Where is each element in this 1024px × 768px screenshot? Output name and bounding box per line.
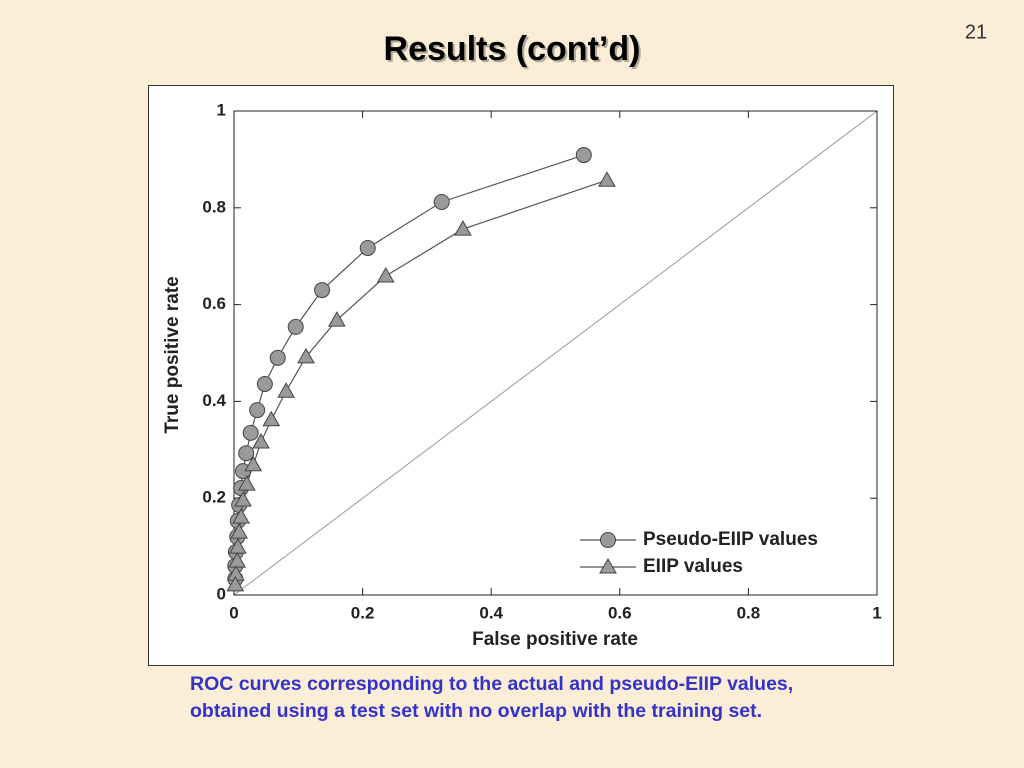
triangle-marker [262,410,281,427]
x-tick-label: 0.2 [351,603,375,622]
triangle-marker [277,382,295,398]
circle-marker [314,282,331,299]
triangle-marker [232,508,250,524]
triangle-marker [252,433,270,449]
circle-marker [238,445,255,462]
plot-frame [233,110,878,596]
y-tick-label: 0 [217,584,226,603]
circle-marker [256,375,273,392]
triangle-marker [226,575,245,592]
reference-diagonal [233,110,878,596]
triangle-marker [234,491,252,507]
circle-marker [287,318,304,335]
y-tick-label: 0.6 [202,294,226,313]
x-tick-label: 0 [229,603,238,622]
caption: ROC curves corresponding to the actual a… [190,673,794,722]
legend-marker [599,557,617,574]
chart-title-shadow: Results (cont’d) [386,32,643,70]
circle-marker [433,193,450,210]
legend-label: Pseudo-EIIP values [643,529,818,550]
triangle-marker [297,347,315,364]
legend-marker [600,532,616,548]
x-tick-label: 0.8 [737,603,761,622]
triangle-marker [228,538,247,554]
triangle-marker [598,171,616,187]
legend-label: EIIP values [643,556,743,577]
page-number: 21 [965,21,987,43]
triangle-marker [454,220,472,236]
triangle-marker [244,455,263,472]
circle-marker [575,147,592,164]
chart-title: Results (cont’d) [384,30,641,68]
x-tick-label: 0.4 [479,603,503,622]
triangle-marker [328,311,346,327]
circle-marker [269,349,286,366]
y-tick-label: 0.8 [202,197,226,216]
triangle-marker [237,475,256,491]
x-axis-label: False positive rate [472,629,638,650]
circle-marker [359,239,376,256]
y-axis-label: True positive rate [162,276,183,433]
y-tick-label: 0.4 [202,391,226,410]
triangle-marker [230,523,249,539]
y-tick-label: 0.2 [202,488,226,507]
y-tick-label: 1 [217,100,226,119]
triangle-marker [228,552,247,568]
x-tick-label: 1 [872,603,881,622]
circle-marker [249,402,266,419]
x-tick-label: 0.6 [608,603,632,622]
figure-frame [148,85,894,666]
circle-marker [242,424,259,441]
triangle-marker [376,267,395,283]
